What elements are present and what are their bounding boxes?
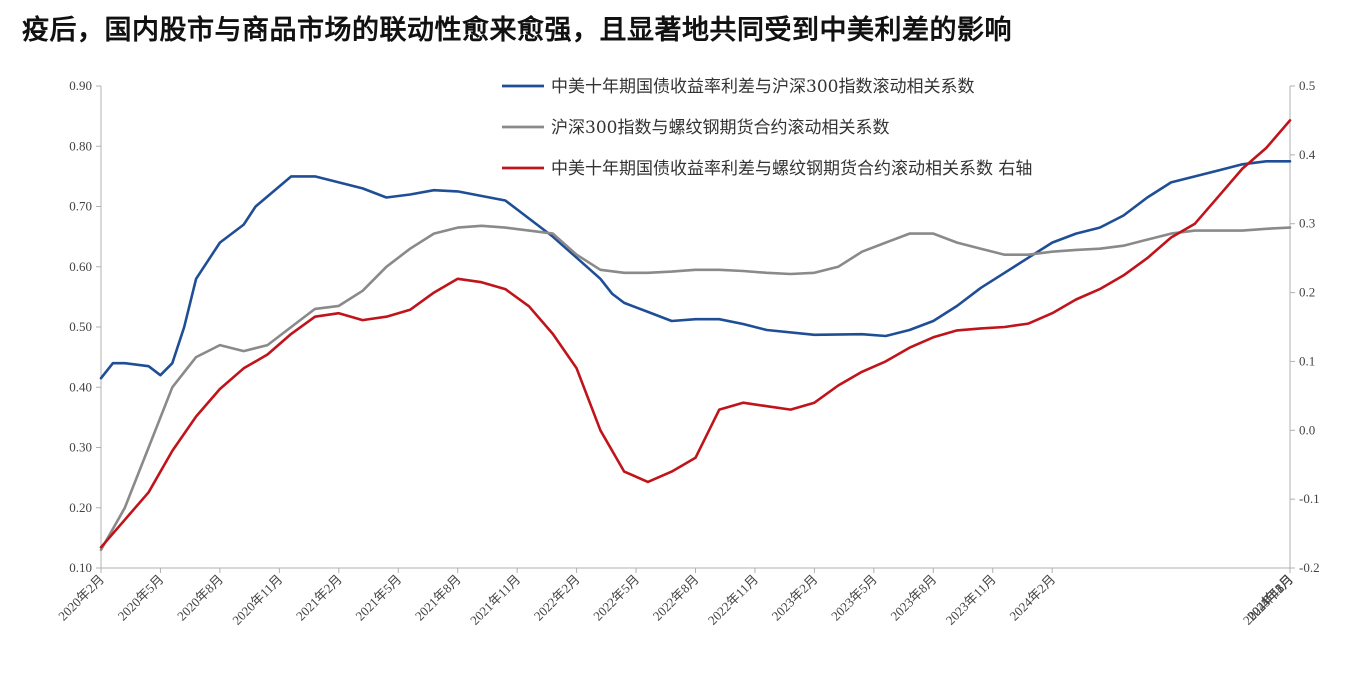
x-tick-label: 2023年5月 bbox=[828, 572, 880, 624]
series-layer bbox=[99, 119, 1292, 552]
left-y-tick-label: 0.80 bbox=[69, 138, 92, 153]
left-y-tick-label: 0.20 bbox=[69, 500, 92, 515]
right-y-tick-label: -0.2 bbox=[1299, 560, 1320, 575]
legend-label-2: 沪深300指数与螺纹钢期货合约滚动相关系数 bbox=[551, 118, 889, 138]
left-y-tick-label: 0.90 bbox=[69, 78, 92, 93]
x-tick-label: 2020年2月 bbox=[55, 572, 107, 624]
series-line-1 bbox=[99, 160, 1292, 380]
x-tick-label: 2022年5月 bbox=[590, 572, 642, 624]
x-tick-label: 2024年2月 bbox=[1006, 572, 1058, 624]
page-title: 疫后，国内股市与商品市场的联动性愈来愈强，且显著地共同受到中美利差的影响 bbox=[22, 15, 1012, 46]
left-y-tick-label: 0.60 bbox=[69, 259, 92, 274]
left-y-tick-label: 0.40 bbox=[69, 379, 92, 394]
left-y-tick-label: 0.70 bbox=[69, 199, 92, 214]
x-tick-label: 2020年8月 bbox=[174, 572, 226, 624]
legend-label-1: 中美十年期国债收益率利差与沪深300指数滚动相关系数 bbox=[551, 77, 974, 97]
right-y-tick-label: 0.4 bbox=[1299, 147, 1316, 162]
x-tick-label: 2021年11月 bbox=[467, 572, 523, 628]
series-line-2 bbox=[99, 224, 1292, 552]
right-y-tick-label: 0.1 bbox=[1299, 353, 1315, 368]
left-y-tick-label: 0.30 bbox=[69, 440, 92, 455]
x-tick-label: 2022年11月 bbox=[705, 572, 761, 628]
x-tick-label: 2020年5月 bbox=[115, 572, 167, 624]
x-tick-label: 2022年2月 bbox=[531, 572, 583, 624]
x-tick-label: 2021年5月 bbox=[352, 572, 404, 624]
legend-label-3: 中美十年期国债收益率利差与螺纹钢期货合约滚动相关系数 右轴 bbox=[551, 159, 1032, 179]
x-tick-label: 2023年11月 bbox=[943, 572, 999, 628]
right-y-tick-label: -0.1 bbox=[1299, 491, 1320, 506]
right-y-tick-label: 0.3 bbox=[1299, 216, 1315, 231]
x-tick-label: 2021年8月 bbox=[412, 572, 464, 624]
x-tick-label: 2021年2月 bbox=[293, 572, 345, 624]
left-y-tick-label: 0.10 bbox=[69, 560, 92, 575]
x-tick-label: 2025年2月 bbox=[1244, 572, 1296, 624]
right-y-tick-label: 0.2 bbox=[1299, 285, 1315, 300]
right-y-tick-label: 0.0 bbox=[1299, 422, 1315, 437]
series-line-3 bbox=[99, 119, 1292, 549]
chart-legend: 中美十年期国债收益率利差与沪深300指数滚动相关系数沪深300指数与螺纹钢期货合… bbox=[502, 77, 1032, 179]
left-y-tick-label: 0.50 bbox=[69, 319, 92, 334]
x-tick-label: 2023年8月 bbox=[887, 572, 939, 624]
x-tick-label: 2020年11月 bbox=[229, 572, 285, 628]
right-y-tick-label: 0.5 bbox=[1299, 78, 1315, 93]
x-tick-label: 2022年8月 bbox=[650, 572, 702, 624]
x-tick-label: 2023年2月 bbox=[769, 572, 821, 624]
